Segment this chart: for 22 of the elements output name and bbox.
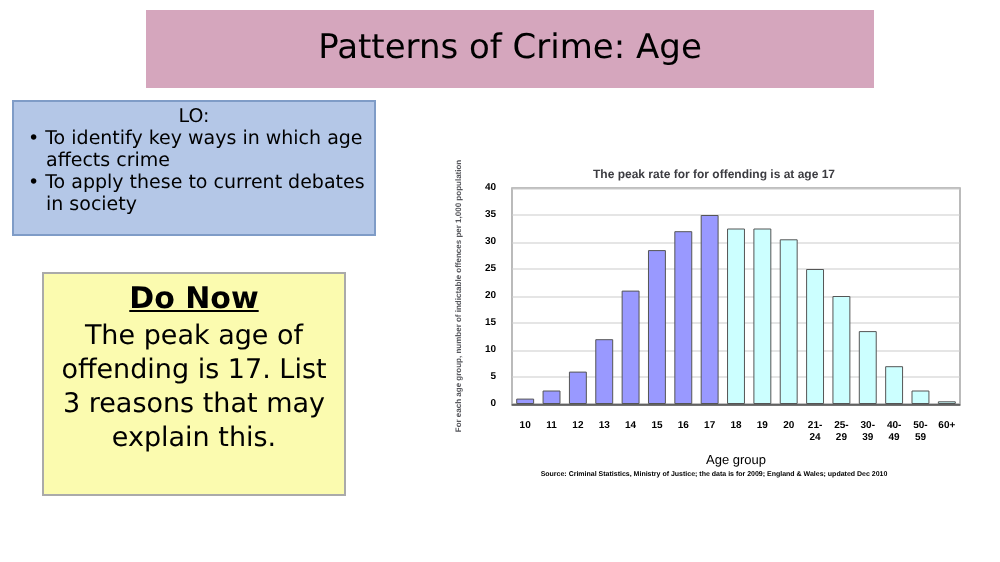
bar	[674, 231, 693, 404]
bar	[568, 371, 587, 404]
bar	[779, 239, 798, 404]
bar	[621, 290, 640, 404]
bar	[806, 269, 825, 404]
bar	[700, 215, 719, 404]
bar	[595, 339, 614, 404]
text: • To identify key ways in which age affects crime	[26, 128, 365, 172]
bar	[832, 296, 851, 404]
text: Do Now	[127, 280, 261, 316]
bar	[516, 398, 535, 404]
text: • To apply these to current debates in society	[26, 172, 367, 216]
text: The peak age of offending is 17. List 3 reasons that may explain this.	[59, 320, 329, 456]
bar	[753, 228, 772, 404]
bar	[647, 250, 666, 404]
text: LO:	[176, 106, 212, 128]
bar	[542, 390, 561, 404]
bar	[858, 331, 877, 404]
text: Patterns of Crime: Age	[146, 10, 874, 88]
bar	[885, 366, 904, 404]
bar	[911, 390, 930, 404]
bar	[727, 228, 745, 404]
